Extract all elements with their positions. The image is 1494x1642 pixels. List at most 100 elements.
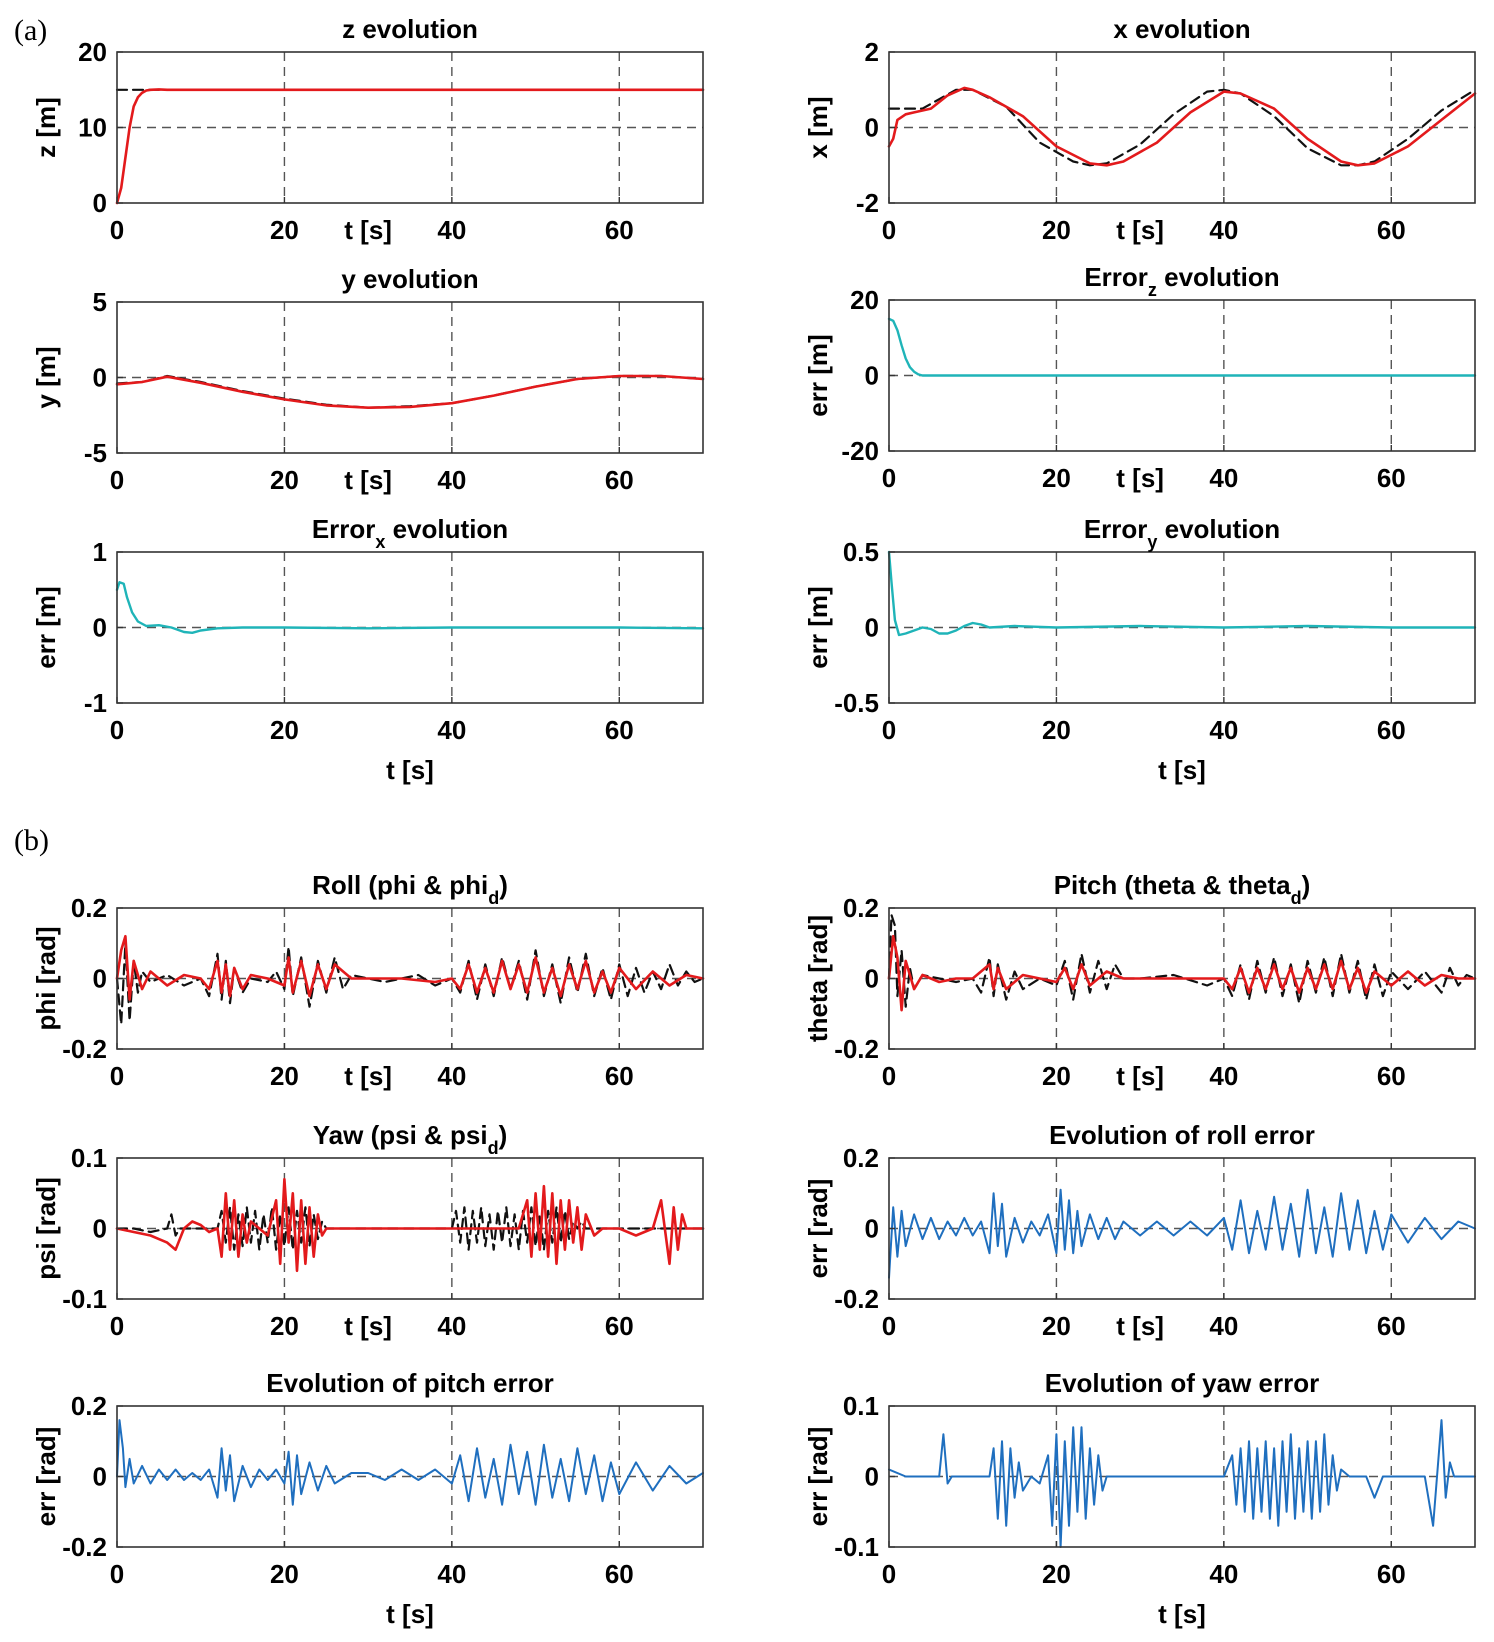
y-axis-label: z [m]: [31, 97, 61, 158]
chart-title-subscript: d: [488, 1138, 499, 1158]
series-line-actual: [887, 86, 1477, 167]
x-tick-label: 60: [605, 465, 634, 495]
x-tick-label: 20: [1042, 715, 1071, 745]
x-tick-label: 40: [1209, 1559, 1238, 1589]
chart-title-main: Roll (phi & phi: [312, 870, 488, 900]
y-tick-label: 5: [93, 287, 107, 317]
x-axis-label: t [s]: [344, 215, 392, 245]
chart-title-suffix: evolution: [1157, 514, 1280, 544]
chart-title: Evolution of pitch error: [266, 1368, 553, 1398]
y-tick-label: 0: [865, 964, 879, 994]
chart-title: Evolution of yaw error: [1045, 1368, 1320, 1398]
series-line-actual: [115, 1177, 705, 1273]
y-tick-label: -0.1: [62, 1284, 107, 1314]
x-tick-label: 60: [1377, 1311, 1406, 1341]
y-tick-label: -0.2: [62, 1034, 107, 1064]
y-tick-label: 0: [865, 613, 879, 643]
chart-title: Yaw (psi & psid): [313, 1120, 508, 1158]
chart-title-suffix: ): [499, 1120, 508, 1150]
series-line-error_b: [116, 1419, 704, 1506]
y-tick-label: -5: [84, 438, 107, 468]
x-tick-label: 0: [110, 1559, 124, 1589]
y-axis-label: err [rad]: [31, 1427, 61, 1527]
y-tick-label: 0.2: [843, 893, 879, 923]
x-tick-label: 0: [110, 715, 124, 745]
chart-title-subscript: d: [1291, 888, 1302, 908]
x-axis-label: t [s]: [386, 1599, 434, 1629]
series-line-actual: [115, 374, 705, 410]
x-tick-label: 0: [110, 465, 124, 495]
x-tick-label: 20: [270, 1311, 299, 1341]
x-tick-label: 40: [1209, 715, 1238, 745]
y-tick-label: 0: [865, 1214, 879, 1244]
y-tick-label: 20: [850, 285, 879, 315]
series-line-actual: [115, 934, 705, 1001]
x-tick-label: 60: [1377, 1061, 1406, 1091]
y-axis-label: err [rad]: [803, 1179, 833, 1279]
x-axis-label: t [s]: [1116, 1061, 1164, 1091]
y-tick-label: 0: [93, 188, 107, 218]
y-axis-label: phi [rad]: [31, 927, 61, 1031]
x-tick-label: 40: [437, 1311, 466, 1341]
series-line-error_a: [115, 581, 705, 634]
x-axis-label: t [s]: [344, 465, 392, 495]
y-axis-label: theta [rad]: [803, 915, 833, 1042]
y-tick-label: 2: [865, 37, 879, 67]
x-tick-label: 40: [437, 1559, 466, 1589]
y-tick-label: -0.2: [62, 1532, 107, 1562]
chart-title-main: Evolution of pitch error: [266, 1368, 553, 1398]
y-axis-label: err [m]: [803, 586, 833, 668]
x-tick-label: 60: [1377, 215, 1406, 245]
x-tick-label: 40: [1209, 1311, 1238, 1341]
chart-title-main: Evolution of yaw error: [1045, 1368, 1320, 1398]
x-tick-label: 60: [605, 1061, 634, 1091]
series-line-error_a: [887, 317, 1477, 377]
y-tick-label: 20: [78, 37, 107, 67]
chart-z: 0 20 40 60 0 10 20 z evolution t [s] z [m]: [31, 14, 705, 245]
chart-title-main: y evolution: [341, 264, 478, 294]
y-axis-label: err [rad]: [803, 1427, 833, 1527]
x-tick-label: 60: [1377, 463, 1406, 493]
y-tick-label: 0.1: [71, 1143, 107, 1173]
chart-title: Roll (phi & phid): [312, 870, 508, 908]
x-tick-label: 40: [1209, 463, 1238, 493]
x-axis-label: t [s]: [1158, 755, 1206, 785]
chart-title-suffix: ): [1302, 870, 1311, 900]
chart-title: y evolution: [341, 264, 478, 294]
x-tick-label: 0: [882, 715, 896, 745]
series-line-actual: [115, 88, 705, 205]
chart-title: Pitch (theta & thetad): [1054, 870, 1311, 908]
y-tick-label: 0: [93, 363, 107, 393]
x-tick-label: 0: [882, 1061, 896, 1091]
chart-title-subscript: d: [488, 888, 499, 908]
series-line-error_b: [888, 1188, 1476, 1279]
chart-title-subscript: x: [375, 532, 385, 552]
x-tick-label: 60: [1377, 715, 1406, 745]
x-tick-label: 40: [1209, 215, 1238, 245]
y-tick-label: 0: [93, 1214, 107, 1244]
y-tick-label: -2: [856, 188, 879, 218]
y-tick-label: -1: [84, 688, 107, 718]
chart-title-main: x evolution: [1113, 14, 1250, 44]
panel-label-a: (a): [14, 14, 47, 47]
y-tick-label: 0: [93, 964, 107, 994]
chart-title: Errorx evolution: [312, 514, 508, 552]
y-tick-label: 1: [93, 537, 107, 567]
chart-title-subscript: z: [1148, 280, 1157, 300]
chart-title-main: Pitch (theta & theta: [1054, 870, 1291, 900]
x-tick-label: 20: [270, 715, 299, 745]
chart-title-suffix: ): [499, 870, 508, 900]
y-tick-label: 0: [93, 1462, 107, 1492]
y-tick-label: -0.2: [834, 1034, 879, 1064]
x-tick-label: 40: [437, 465, 466, 495]
y-axis-label: psi [rad]: [31, 1177, 61, 1280]
